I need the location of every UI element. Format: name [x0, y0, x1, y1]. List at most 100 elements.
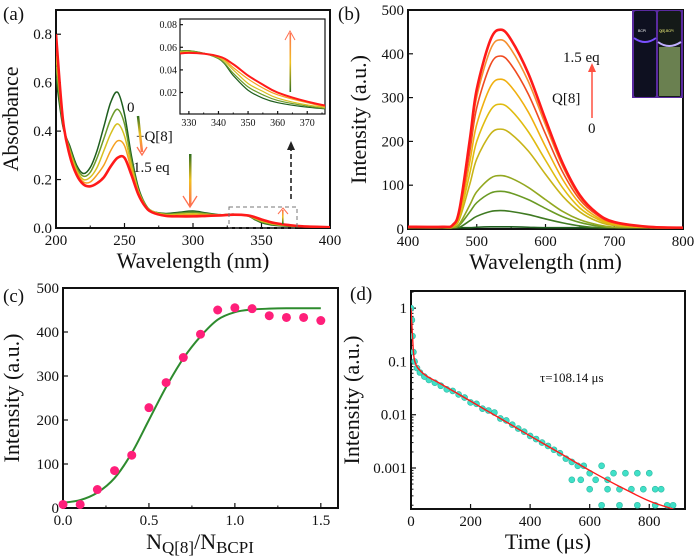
dashed-arrow-up-icon [287, 141, 295, 199]
emission-line [408, 209, 683, 229]
absorbance-series [56, 34, 330, 228]
decay-series [411, 304, 677, 509]
axes-a: 200 250 300 350 400 0.0 0.2 0.4 0.6 0.8 Wavelength… [0, 9, 342, 273]
x-axis-title: Time (μs) [505, 529, 591, 554]
data-point [247, 304, 257, 314]
data-point [127, 450, 137, 460]
arrow-decrease-300-icon [182, 154, 198, 209]
x-tick-label: 1.0 [226, 513, 245, 529]
x-tick-label: 330 [181, 118, 196, 129]
vial-label-left: BCPI [638, 29, 646, 33]
data-point [568, 476, 576, 484]
data-point [645, 469, 653, 477]
arrow-up-red-icon [588, 63, 596, 118]
panel-label-d: (d) [350, 284, 372, 305]
x-tick-label: 340 [211, 118, 226, 129]
inset-series [180, 49, 325, 110]
annotation-q8-b: Q[8] [552, 91, 580, 107]
inset-arrow-up-icon [284, 29, 296, 92]
zoom-region-box [228, 206, 298, 229]
x-tick-label: 0 [407, 514, 415, 530]
data-point [598, 462, 605, 470]
x-tick-label: 0.0 [54, 513, 73, 529]
y-tick-label: 0.6 [33, 76, 52, 92]
y-tick-label: 0.01 [381, 408, 407, 424]
y-axis-title: Absorbance [0, 66, 23, 171]
data-point [651, 485, 659, 493]
fit-curve [411, 308, 674, 509]
data-point [577, 476, 585, 484]
y-axis-title: Intensity (a.u.) [339, 336, 364, 465]
data-point [657, 485, 665, 493]
vial-photo: BCPI Q[8]-BCPI [632, 10, 683, 98]
axes-b: 400 500 600 700 8000100200300400500Wavelengt… [346, 3, 694, 274]
x-tick-label: 600 [578, 514, 601, 530]
x-tick-label: 300 [182, 233, 205, 249]
annotation-q8-a: +Q[8] [136, 129, 173, 145]
x-tick-label: 350 [250, 233, 273, 249]
inset-line [180, 51, 325, 107]
x-tick-label: 600 [534, 234, 557, 250]
emission-series [408, 28, 683, 229]
x-tick-label: 350 [241, 118, 256, 129]
data-point [634, 501, 641, 509]
data-point [264, 311, 274, 321]
data-point [281, 312, 291, 322]
data-point [622, 469, 629, 477]
data-point [634, 469, 641, 477]
data-point [604, 485, 611, 493]
plot-frame [179, 18, 326, 115]
data-point [299, 312, 309, 322]
x-tick-label: 200 [45, 233, 68, 249]
panel-label-b: (b) [338, 4, 360, 25]
arrow-increase-small-icon [277, 207, 289, 224]
y-tick-label: 1 [400, 301, 408, 317]
data-point [75, 499, 85, 509]
inset-line [180, 50, 325, 110]
x-axis-text: N [146, 529, 162, 554]
x-tick-label: 0.5 [140, 513, 159, 529]
data-point [161, 378, 171, 388]
x-axis-subscript: Q[8] [162, 538, 194, 557]
y-tick-label: 0.0 [33, 221, 52, 237]
axes-d: 0 200 400 600 800 1 0.1 0.01 0.001 Time (μs) Inten… [339, 290, 686, 554]
y-tick-label: 300 [382, 91, 405, 107]
emission-line [408, 174, 683, 229]
inset-line [180, 52, 325, 108]
x-tick-label: 700 [603, 234, 626, 250]
y-tick-label: 300 [37, 369, 60, 385]
annotation-zero-b: 0 [588, 121, 596, 137]
data-point [586, 485, 593, 493]
y-tick-label: 0.4 [33, 124, 52, 140]
x-axis-title: Wavelength (nm) [469, 249, 622, 274]
plot-frame [62, 287, 339, 509]
y-tick-label: 500 [382, 3, 405, 19]
y-tick-label: 0.8 [33, 27, 52, 43]
y-tick-label: 100 [382, 178, 405, 194]
y-tick-label: 0.06 [160, 43, 178, 54]
emission-line [408, 190, 683, 229]
x-tick-label: 200 [459, 514, 482, 530]
annotation-eq-a: 1.5 eq [133, 160, 170, 176]
vial-label-right: Q[8]-BCPI [659, 29, 674, 33]
panel-label-a: (a) [3, 4, 24, 25]
data-point [58, 499, 68, 509]
data-point [616, 501, 623, 509]
y-tick-label: 0.08 [160, 20, 178, 31]
y-axis-title: Intensity (a.u.) [0, 334, 24, 463]
data-point [610, 469, 617, 477]
y-tick-label: 200 [382, 134, 405, 150]
x-tick-label: 400 [319, 233, 342, 249]
x-tick-label: 400 [397, 234, 420, 250]
x-tick-label: 800 [672, 234, 695, 250]
data-point [196, 329, 205, 339]
axes-a-inset: 330 340 350 360 370 0.02 0.04 0.06 0.08 [160, 18, 326, 129]
annotation-eq-b: 1.5 eq [563, 50, 600, 66]
inset-line [180, 51, 325, 108]
y-tick-label: 500 [37, 281, 60, 297]
data-point [178, 353, 188, 363]
axes-c: 0.0 0.5 1.0 1.5 0 100 200 300 400 500 Intensity (a… [0, 281, 339, 529]
data-point [640, 485, 647, 493]
x-tick-label: 360 [270, 118, 285, 129]
